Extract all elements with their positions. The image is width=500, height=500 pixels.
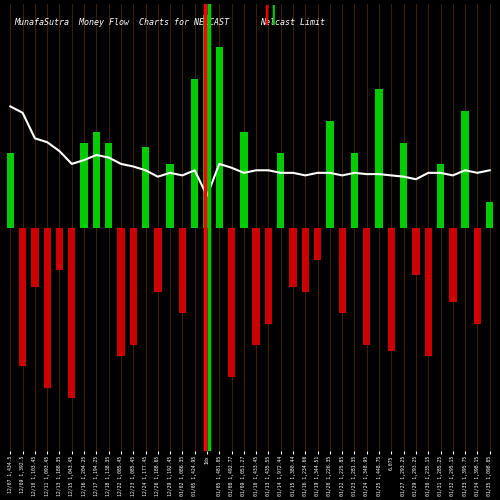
Bar bbox=[31, 228, 38, 288]
Text: Nelcast Limit: Nelcast Limit bbox=[260, 18, 325, 26]
Bar bbox=[19, 228, 26, 366]
Bar bbox=[302, 228, 309, 292]
Bar bbox=[437, 164, 444, 228]
Text: |: | bbox=[268, 5, 279, 25]
Bar bbox=[216, 47, 223, 228]
Bar bbox=[56, 228, 63, 270]
Bar bbox=[44, 228, 51, 388]
Bar bbox=[191, 78, 198, 228]
Bar bbox=[474, 228, 481, 324]
Bar bbox=[449, 228, 456, 302]
Bar bbox=[228, 228, 235, 377]
Bar bbox=[178, 228, 186, 313]
Bar bbox=[240, 132, 248, 228]
Bar bbox=[204, 15, 210, 228]
Bar bbox=[6, 153, 14, 228]
Bar bbox=[388, 228, 395, 352]
Bar bbox=[326, 122, 334, 228]
Bar bbox=[80, 142, 88, 228]
Bar bbox=[351, 153, 358, 228]
Bar bbox=[338, 228, 346, 313]
Bar bbox=[154, 228, 162, 292]
Bar bbox=[252, 228, 260, 345]
Bar bbox=[424, 228, 432, 356]
Bar bbox=[117, 228, 124, 356]
Bar bbox=[130, 228, 137, 345]
Text: |: | bbox=[260, 5, 272, 25]
Bar bbox=[363, 228, 370, 345]
Bar bbox=[277, 153, 284, 228]
Bar bbox=[290, 228, 296, 288]
Bar bbox=[400, 142, 407, 228]
Bar bbox=[166, 164, 174, 228]
Bar bbox=[92, 132, 100, 228]
Bar bbox=[265, 228, 272, 324]
Bar bbox=[486, 202, 494, 228]
Bar bbox=[462, 110, 469, 228]
Bar bbox=[142, 147, 149, 228]
Bar bbox=[105, 142, 112, 228]
Bar bbox=[314, 228, 322, 260]
Bar bbox=[68, 228, 76, 398]
Bar bbox=[376, 90, 383, 228]
Bar bbox=[412, 228, 420, 274]
Text: MunafaSutra  Money Flow  Charts for NELCAST: MunafaSutra Money Flow Charts for NELCAS… bbox=[14, 18, 229, 26]
